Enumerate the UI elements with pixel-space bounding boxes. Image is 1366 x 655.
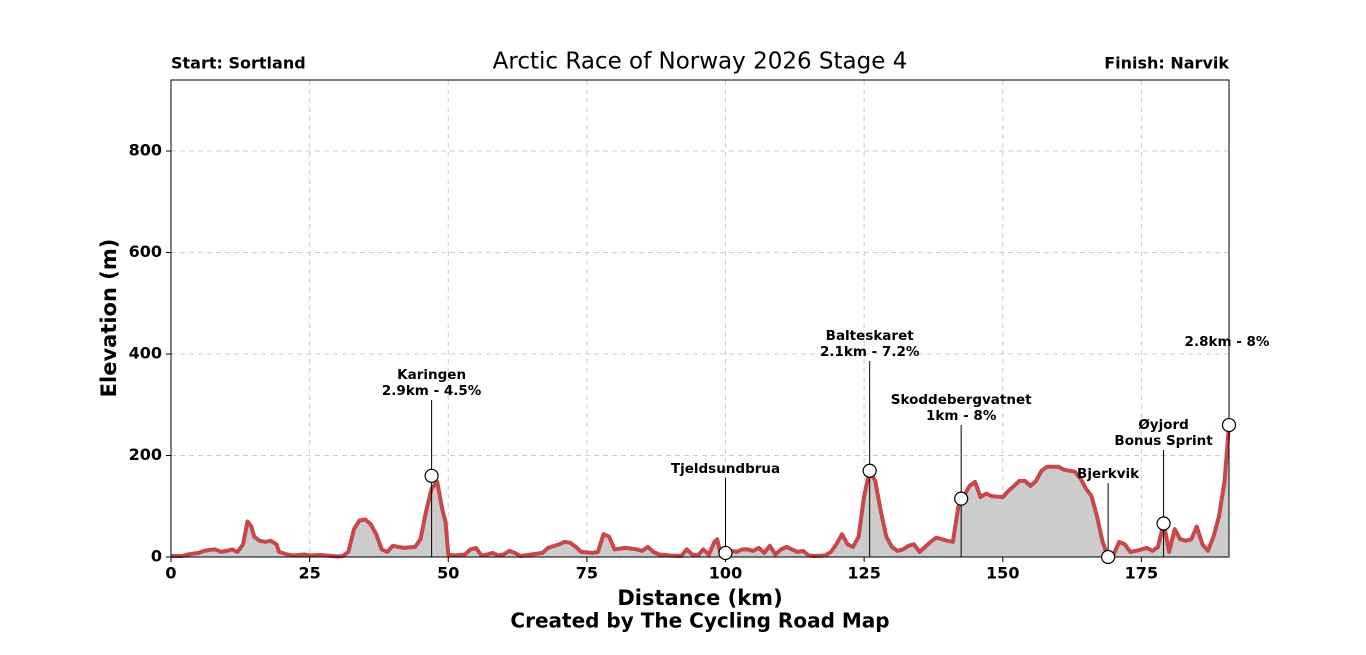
annotation-label: Bonus Sprint <box>1114 433 1213 449</box>
x-tick-label: 150 <box>986 564 1019 583</box>
finish-label: Finish: Narvik <box>1104 54 1229 73</box>
annotation-marker <box>424 468 439 483</box>
annotation-label: Karingen <box>397 367 466 383</box>
annotation-label: 2.8km - 8% <box>1185 334 1270 350</box>
annotation-label: Bjerkvik <box>1077 466 1140 482</box>
annotation-marker <box>1156 516 1171 531</box>
x-tick-label: 50 <box>437 564 459 583</box>
y-axis-label: Elevation (m) <box>97 239 121 398</box>
start-label: Start: Sortland <box>171 54 306 73</box>
annotation-label: Skoddebergvatnet <box>891 392 1032 408</box>
elevation-fill <box>171 425 1229 557</box>
x-tick-label: 0 <box>165 564 176 583</box>
y-tick-label: 800 <box>129 141 162 160</box>
x-axis-label: Distance (km) <box>617 586 782 610</box>
y-tick-label: 200 <box>129 445 162 464</box>
credit: Created by The Cycling Road Map <box>510 609 889 633</box>
annotation-label: Øyjord <box>1138 417 1189 433</box>
annotation-marker <box>1101 549 1116 565</box>
y-tick-label: 600 <box>129 242 162 261</box>
annotation-label: 2.9km - 4.5% <box>382 383 482 399</box>
annotation-marker <box>718 545 733 561</box>
annotation-label: 1km - 8% <box>926 408 997 424</box>
annotation-marker <box>954 491 969 506</box>
annotation-label: Balteskaret <box>826 328 915 344</box>
plot-frame <box>170 79 1230 558</box>
x-tick-label: 125 <box>847 564 880 583</box>
annotation-label: 2.1km - 7.2% <box>820 344 920 360</box>
annotation-marker <box>1221 417 1237 433</box>
x-tick-label: 25 <box>298 564 320 583</box>
annotation-marker <box>862 463 877 478</box>
x-tick-label: 75 <box>576 564 598 583</box>
y-tick-label: 400 <box>129 344 162 363</box>
annotation-label: Tjeldsundbrua <box>671 461 780 477</box>
y-tick-label: 0 <box>151 547 162 566</box>
chart-title: Arctic Race of Norway 2026 Stage 4 <box>493 49 908 75</box>
x-tick-label: 175 <box>1125 564 1158 583</box>
x-tick-label: 100 <box>709 564 742 583</box>
